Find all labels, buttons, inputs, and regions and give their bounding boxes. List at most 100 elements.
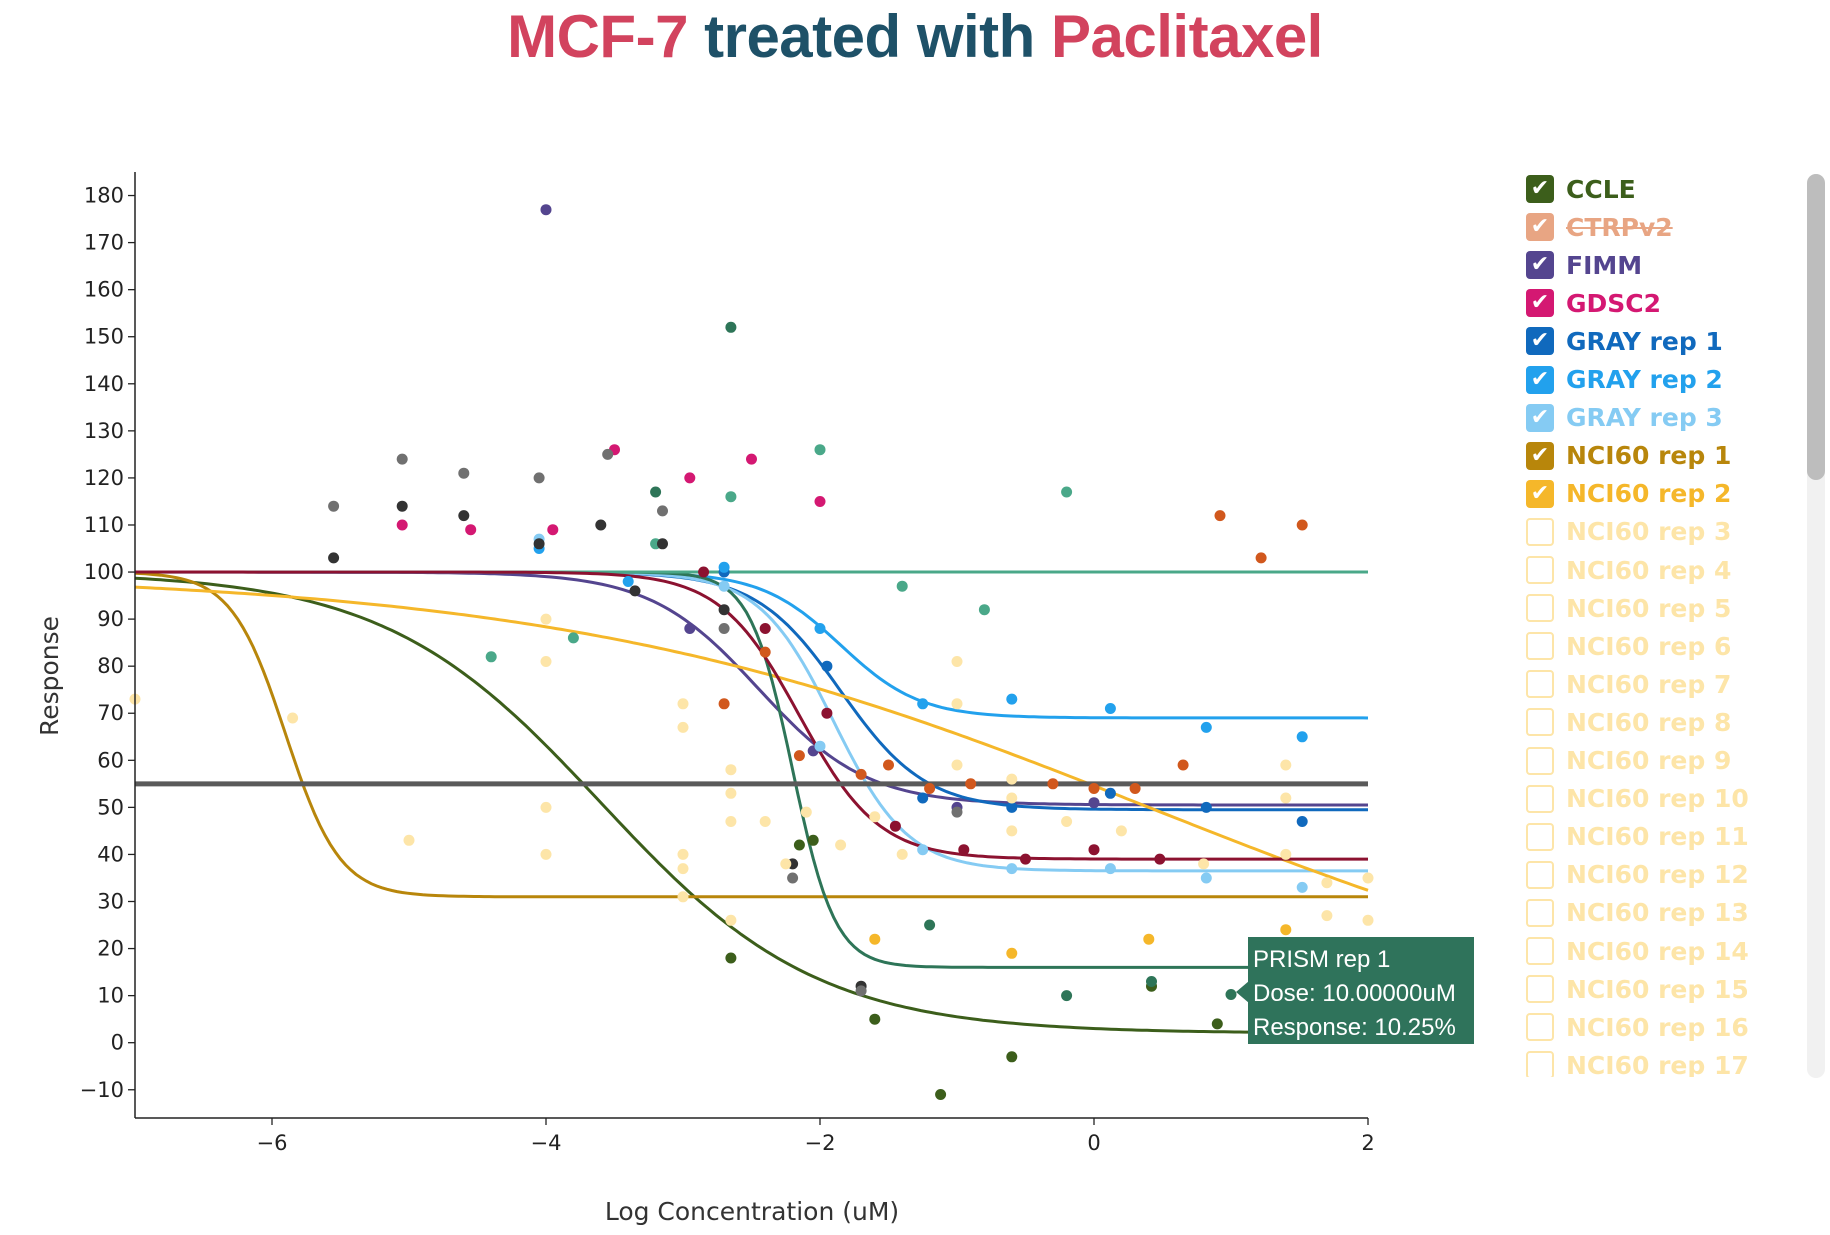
checkbox-unchecked-icon[interactable] [1526,784,1554,813]
data-point[interactable] [684,472,696,484]
data-point[interactable] [1006,801,1018,813]
data-point[interactable] [567,632,579,644]
data-point[interactable] [1200,721,1212,733]
curve-gray-rep-1[interactable] [135,570,1368,812]
checkbox-checked-icon[interactable]: ✔ [1526,441,1554,470]
data-point[interactable] [629,585,641,597]
data-point[interactable] [746,453,757,465]
data-point[interactable] [1006,947,1018,959]
data-point[interactable] [718,698,730,710]
data-point[interactable] [1362,872,1374,884]
data-point[interactable] [759,646,771,658]
data-point[interactable] [718,623,730,634]
data-point[interactable] [287,712,299,724]
data-point[interactable] [684,623,696,634]
legend-item-fimm[interactable]: ✔ FIMM [1526,248,1642,282]
data-point[interactable] [1296,816,1308,827]
data-point[interactable] [889,820,901,832]
data-point[interactable] [896,848,908,860]
data-point[interactable] [1088,783,1100,794]
data-point[interactable] [835,839,847,851]
checkbox-unchecked-icon[interactable] [1526,556,1554,584]
data-point[interactable] [924,783,936,794]
data-point[interactable] [657,538,668,550]
data-point[interactable] [465,524,477,536]
data-point[interactable] [780,858,792,870]
legend-item-nci60-rep-4[interactable]: NCI60 rep 4 [1526,553,1731,587]
data-point[interactable] [951,656,963,667]
data-point[interactable] [1321,877,1333,889]
data-point[interactable] [677,848,689,860]
checkbox-unchecked-icon[interactable] [1526,632,1554,661]
data-point[interactable] [1088,797,1100,809]
checkbox-checked-icon[interactable]: ✔ [1526,251,1554,280]
data-point[interactable] [1214,510,1226,522]
data-point[interactable] [951,806,963,818]
checkbox-unchecked-icon[interactable] [1526,746,1554,775]
data-point[interactable] [1104,703,1116,714]
data-point[interactable] [328,500,340,512]
data-point[interactable] [759,623,771,634]
data-point[interactable] [718,561,730,573]
data-point[interactable] [1200,801,1212,813]
data-point[interactable] [951,698,963,710]
data-point[interactable] [396,500,408,512]
data-point[interactable] [725,321,737,333]
data-point[interactable] [1006,1051,1018,1063]
data-point[interactable] [533,538,545,550]
legend-item-nci60-rep-3[interactable]: NCI60 rep 3 [1526,515,1731,549]
data-point[interactable] [725,491,737,503]
data-point[interactable] [869,933,881,945]
data-point[interactable] [1115,825,1127,837]
data-point[interactable] [1129,783,1141,794]
data-point[interactable] [896,580,908,592]
checkbox-checked-icon[interactable]: ✔ [1526,365,1554,394]
data-point[interactable] [1280,792,1292,804]
data-point[interactable] [855,985,867,997]
checkbox-checked-icon[interactable]: ✔ [1526,213,1554,242]
checkbox-unchecked-icon[interactable] [1526,594,1554,623]
data-point[interactable] [814,623,826,634]
legend[interactable]: ✔ CCLE ✔ CTRPv2 ✔ FIMM ✔ GDSC2 ✔ GRAY rep 1 ✔ GRAY … [1526,172,1776,1077]
data-point[interactable] [814,496,826,507]
data-point[interactable] [1225,989,1237,1000]
data-point[interactable] [855,768,867,780]
legend-item-nci60-rep-10[interactable]: NCI60 rep 10 [1526,782,1749,816]
data-point[interactable] [1061,486,1073,498]
data-point[interactable] [396,453,408,465]
checkbox-unchecked-icon[interactable] [1526,937,1554,965]
legend-item-nci60-rep-16[interactable]: NCI60 rep 16 [1526,1010,1749,1044]
data-point[interactable] [677,891,689,903]
data-point[interactable] [677,863,689,875]
data-point[interactable] [485,651,497,663]
legend-item-nci60-rep-15[interactable]: NCI60 rep 15 [1526,972,1749,1006]
checkbox-checked-icon[interactable]: ✔ [1526,479,1554,508]
data-point[interactable] [821,660,833,672]
data-point[interactable] [1280,924,1292,936]
legend-item-nci60-rep-9[interactable]: NCI60 rep 9 [1526,744,1731,778]
legend-item-nci60-rep-1[interactable]: ✔ NCI60 rep 1 [1526,439,1731,473]
legend-item-gdsc2[interactable]: ✔ GDSC2 [1526,286,1661,320]
checkbox-unchecked-icon[interactable] [1526,708,1554,737]
data-point[interactable] [793,750,805,762]
data-point[interactable] [1020,853,1031,865]
checkbox-checked-icon[interactable]: ✔ [1526,289,1554,318]
data-point[interactable] [1006,863,1018,875]
checkbox-unchecked-icon[interactable] [1526,860,1554,889]
data-point[interactable] [821,707,833,719]
curve-ccle[interactable] [134,576,1368,1035]
checkbox-checked-icon[interactable]: ✔ [1526,403,1554,432]
legend-item-gray-rep-1[interactable]: ✔ GRAY rep 1 [1526,324,1723,358]
data-point[interactable] [958,844,970,856]
legend-item-nci60-rep-14[interactable]: NCI60 rep 14 [1526,934,1749,968]
data-point[interactable] [725,787,737,799]
data-point[interactable] [1321,910,1333,922]
legend-item-nci60-rep-12[interactable]: NCI60 rep 12 [1526,858,1749,892]
data-point[interactable] [725,914,737,926]
data-point[interactable] [883,759,894,771]
data-point[interactable] [458,510,470,522]
data-point[interactable] [718,580,730,592]
legend-item-nci60-rep-8[interactable]: NCI60 rep 8 [1526,705,1731,739]
data-point[interactable] [917,698,929,710]
